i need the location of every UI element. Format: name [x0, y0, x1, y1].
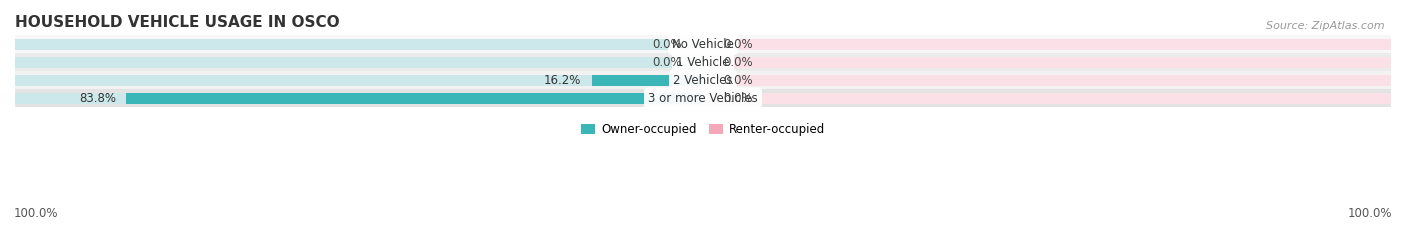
Bar [15, 57, 703, 68]
Text: No Vehicle: No Vehicle [672, 38, 734, 51]
Bar [15, 93, 703, 104]
Text: 0.0%: 0.0% [724, 92, 754, 105]
Bar [15, 35, 1391, 53]
Text: 0.0%: 0.0% [652, 38, 682, 51]
Bar [15, 53, 1391, 71]
Bar [127, 93, 703, 104]
Bar [703, 75, 1391, 86]
Text: 0.0%: 0.0% [724, 38, 754, 51]
Bar [592, 75, 703, 86]
Bar [15, 39, 703, 50]
Text: HOUSEHOLD VEHICLE USAGE IN OSCO: HOUSEHOLD VEHICLE USAGE IN OSCO [15, 15, 340, 30]
Text: 0.0%: 0.0% [724, 56, 754, 69]
Text: 0.0%: 0.0% [652, 56, 682, 69]
Text: 2 Vehicles: 2 Vehicles [673, 74, 733, 87]
Text: 100.0%: 100.0% [1347, 207, 1392, 220]
Bar [15, 89, 1391, 107]
Bar [15, 71, 1391, 89]
Bar [703, 93, 1391, 104]
Text: 16.2%: 16.2% [544, 74, 581, 87]
Bar [703, 39, 1391, 50]
Text: 83.8%: 83.8% [79, 92, 117, 105]
Text: 100.0%: 100.0% [14, 207, 59, 220]
Legend: Owner-occupied, Renter-occupied: Owner-occupied, Renter-occupied [576, 118, 830, 141]
Bar [703, 57, 1391, 68]
Text: 1 Vehicle: 1 Vehicle [676, 56, 730, 69]
Text: 3 or more Vehicles: 3 or more Vehicles [648, 92, 758, 105]
Bar [15, 75, 703, 86]
Text: Source: ZipAtlas.com: Source: ZipAtlas.com [1267, 21, 1385, 31]
Text: 0.0%: 0.0% [724, 74, 754, 87]
